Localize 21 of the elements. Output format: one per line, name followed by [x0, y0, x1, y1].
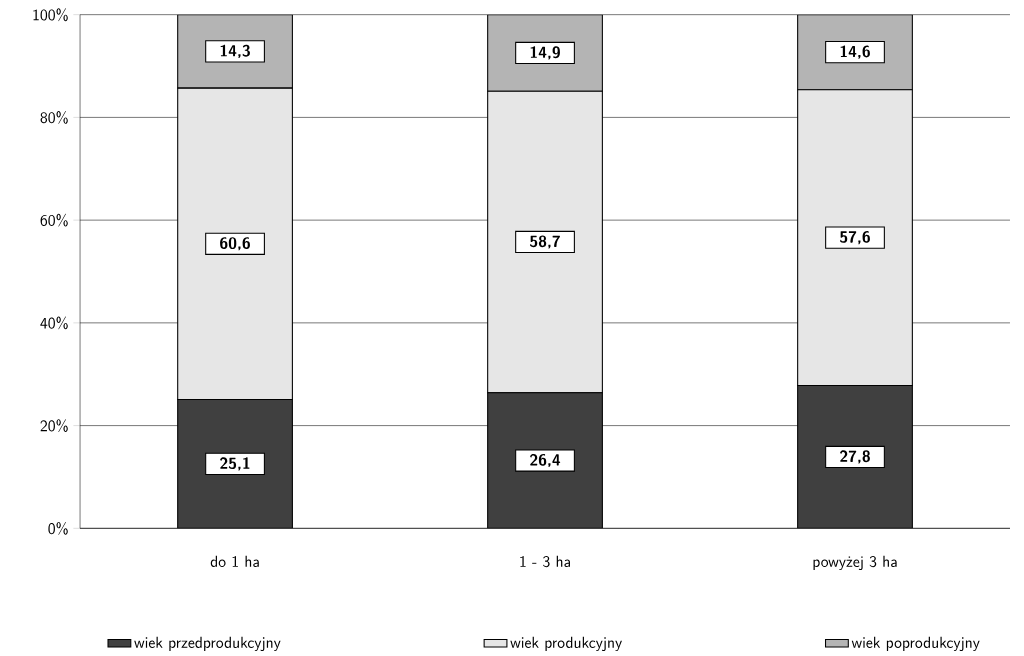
legend-label: wiek produkcyjny: [510, 636, 622, 651]
data-label: 14,6: [840, 45, 870, 59]
data-label: 60,6: [220, 236, 250, 251]
legend-label: wiek poprodukcyjny: [851, 636, 980, 651]
data-label: 26,4: [530, 453, 561, 467]
data-label: 25,1: [220, 457, 250, 471]
data-label: 27,8: [840, 450, 870, 464]
data-label: 14,9: [530, 46, 560, 60]
data-label: 58,7: [529, 235, 560, 249]
y-tick-label: 20%: [40, 418, 68, 432]
y-tick-label: 100%: [33, 8, 68, 21]
data-label: 57,6: [839, 230, 870, 244]
data-label: 14,3: [220, 44, 250, 58]
y-tick-label: 0%: [48, 521, 68, 535]
y-tick-label: 60%: [40, 213, 68, 227]
x-tick-label: powyżej 3 ha: [813, 555, 897, 570]
y-tick-label: 40%: [40, 316, 68, 330]
x-tick-label: do 1 ha: [210, 555, 259, 567]
y-tick-label: 80%: [40, 110, 68, 124]
x-tick-label: 1 - 3 ha: [520, 555, 570, 567]
legend-label: wiek przedprodukcyjny: [134, 636, 281, 651]
